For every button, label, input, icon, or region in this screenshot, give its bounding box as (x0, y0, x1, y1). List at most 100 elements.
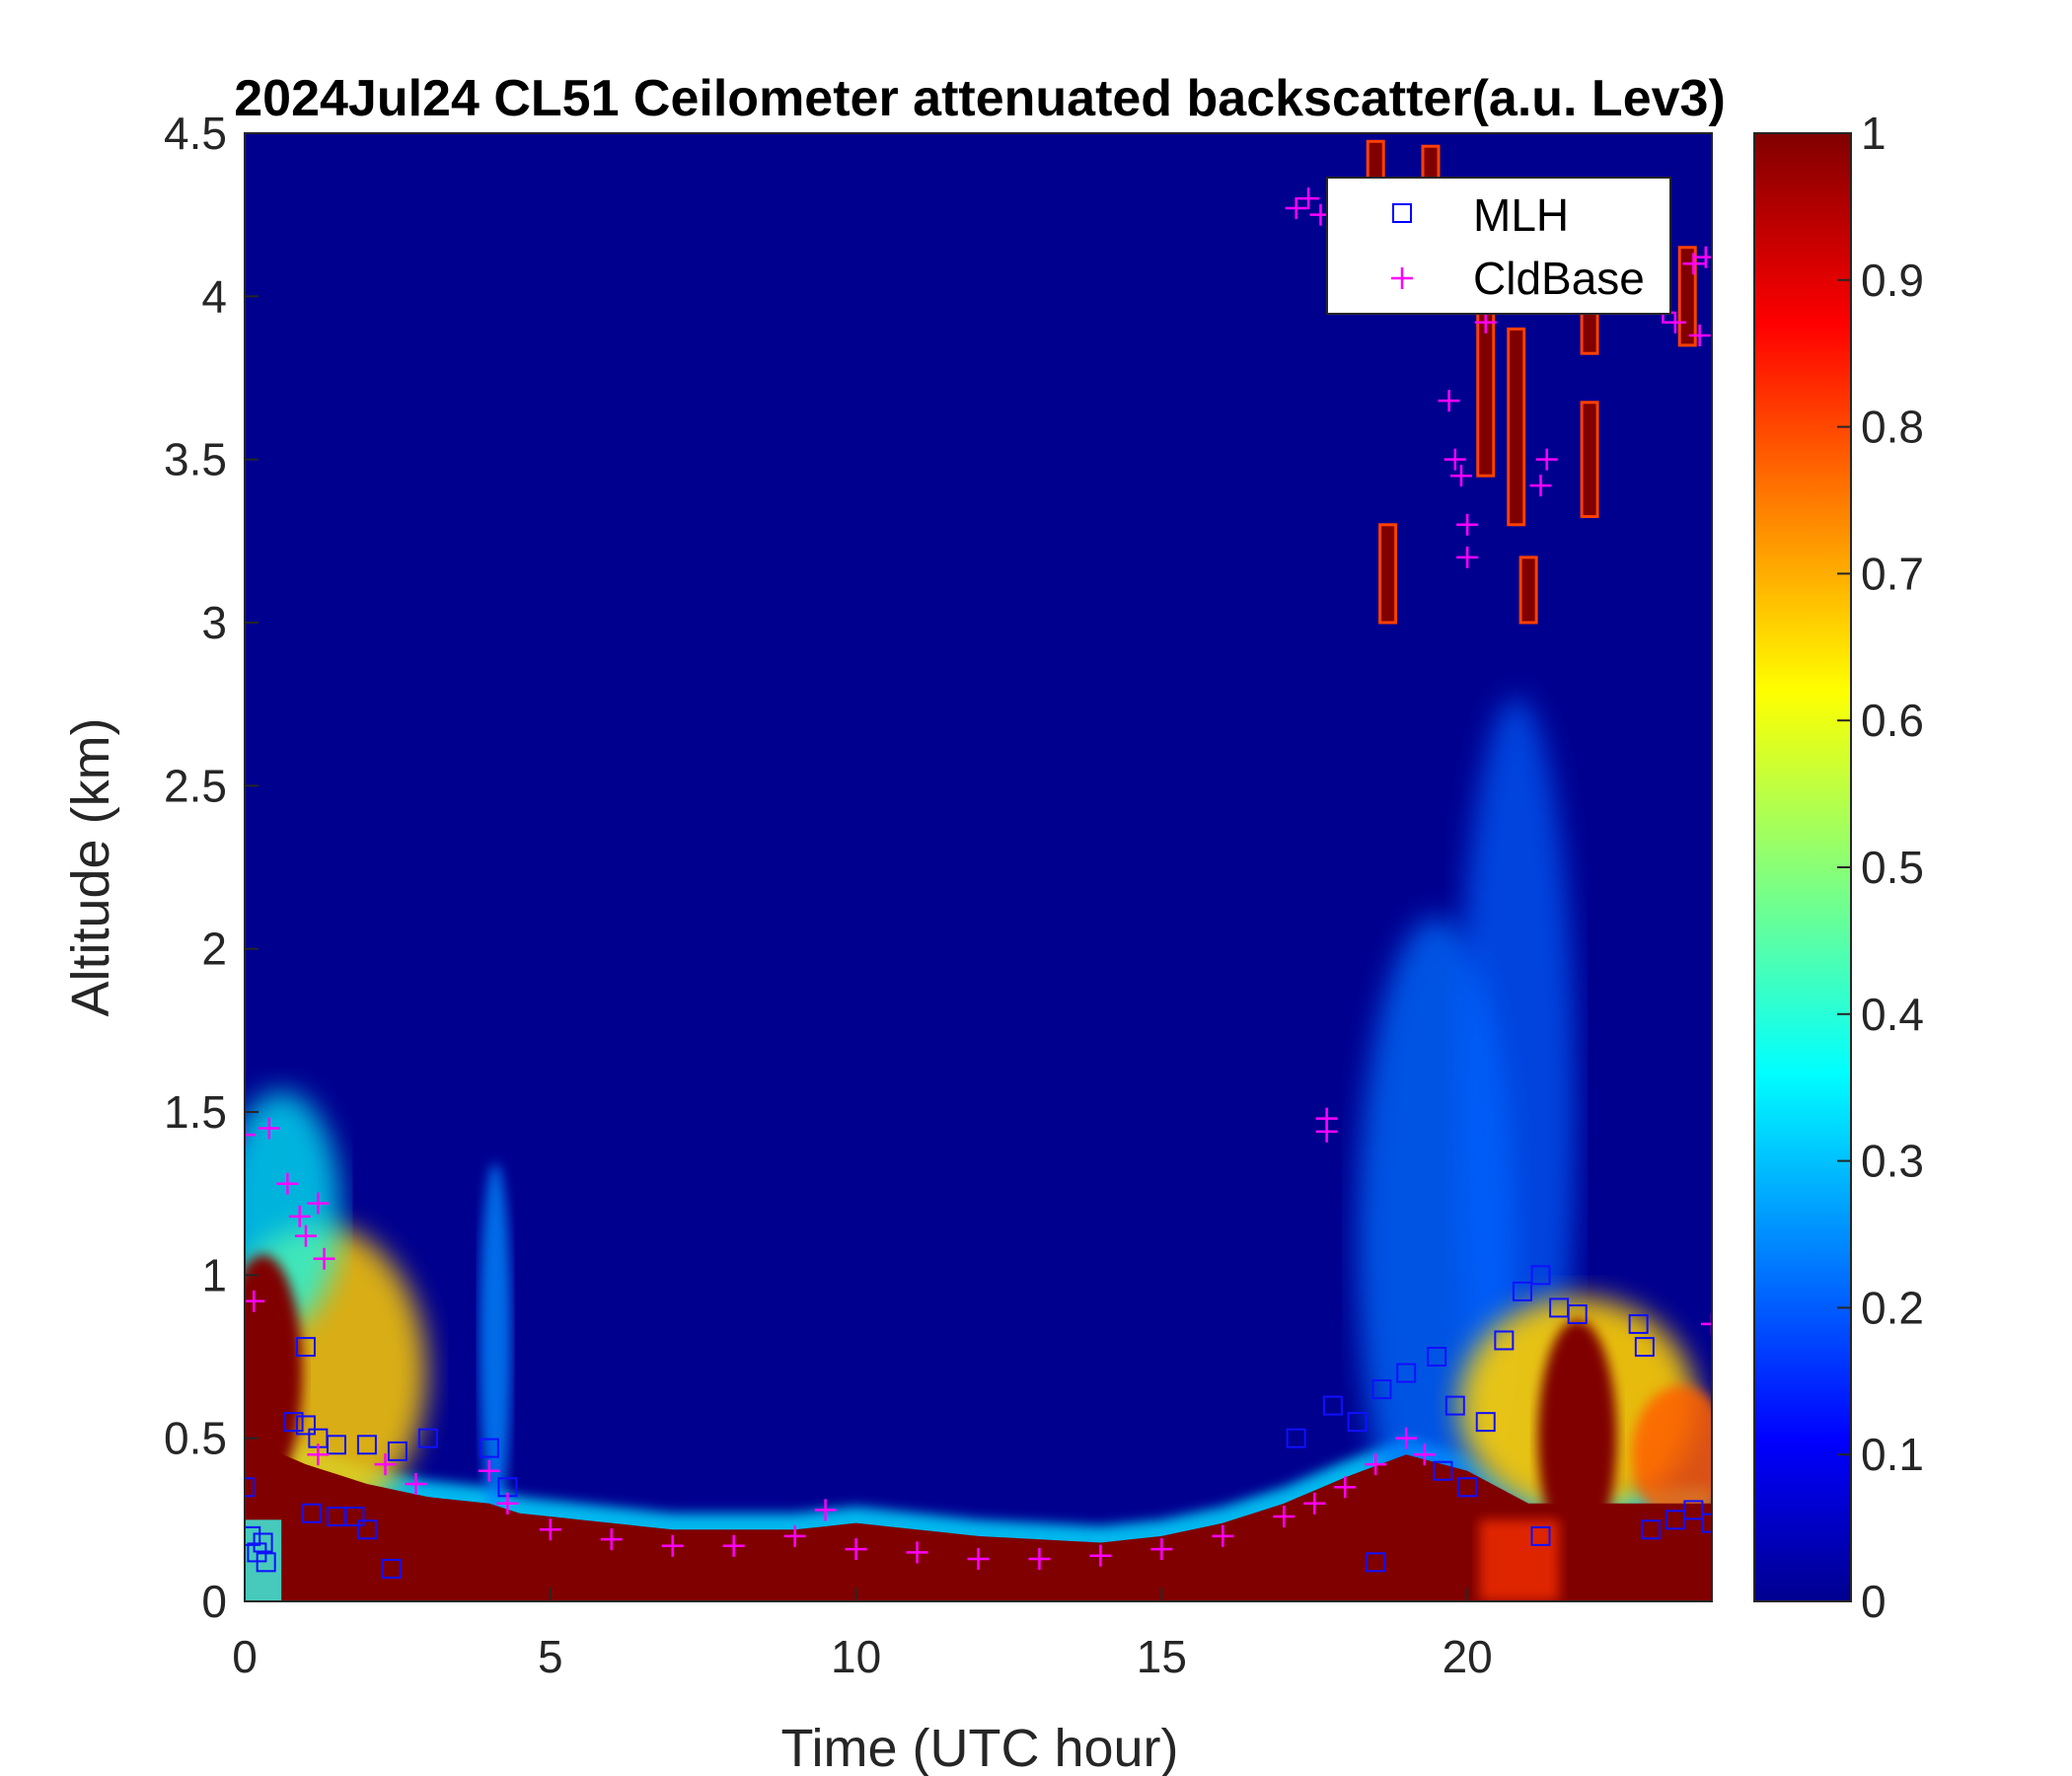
colorbar-tick-label: 0.4 (1861, 989, 1924, 1040)
x-tick-label: 20 (1443, 1631, 1493, 1682)
mlh-point (1530, 1265, 1551, 1286)
colorbar-tick-label: 1 (1861, 108, 1887, 159)
cldbase-point (1701, 1312, 1712, 1335)
cldbase-point (307, 1443, 330, 1466)
legend-box (1326, 177, 1671, 315)
cldbase-point (276, 1172, 299, 1195)
mlh-point (1286, 1428, 1306, 1448)
cldbase-point (1456, 513, 1479, 536)
mlh-point (1433, 1460, 1453, 1481)
mlh-point (1494, 1330, 1515, 1351)
mlh-point (1427, 1347, 1447, 1367)
cldbase-point (496, 1492, 519, 1515)
cloud-streak (1507, 327, 1526, 527)
cldbase-point (1150, 1538, 1173, 1561)
y-tick-label: 0 (201, 1576, 227, 1627)
y-tick-label: 3.5 (164, 434, 227, 485)
cldbase-point (374, 1453, 397, 1476)
cldbase-point (1365, 1453, 1387, 1476)
mlh-point (302, 1503, 323, 1523)
mlh-point (1683, 1500, 1704, 1520)
colorbar-tick-label: 0.5 (1861, 842, 1924, 893)
mlh-point (417, 1428, 438, 1448)
cldbase-point (814, 1499, 837, 1521)
cldbase-point (1285, 197, 1307, 220)
colorbar-tick-label: 0.7 (1861, 548, 1924, 599)
y-tick-label: 4 (201, 270, 227, 322)
near-surface-layer (1479, 1519, 1560, 1601)
mlh-point (1457, 1477, 1478, 1498)
colorbar-ticks: 0 0.1 0.2 0.3 0.4 0.5 0.6 0.7 0.8 0.9 1 (1837, 108, 1924, 1627)
cldbase-point (1303, 1492, 1326, 1515)
mlh-point (1347, 1412, 1368, 1433)
cldbase-point (906, 1541, 928, 1564)
cloud-streak (1518, 555, 1538, 625)
cldbase-point (1028, 1548, 1051, 1571)
y-tick-label: 1.5 (164, 1086, 227, 1138)
plot-frame (244, 132, 1713, 1602)
x-tick-label: 10 (831, 1631, 881, 1682)
cloud-streak (1677, 246, 1697, 347)
mlh-point (1475, 1412, 1496, 1433)
cldbase-point (661, 1534, 684, 1557)
colorbar-tick-label: 0 (1861, 1576, 1887, 1627)
cldbase-point (783, 1524, 806, 1547)
cldbase-point (845, 1538, 867, 1561)
mlh-point (479, 1438, 499, 1458)
mlh-point (1322, 1395, 1343, 1416)
cldbase-point (600, 1528, 623, 1551)
cldbase-point (967, 1548, 990, 1571)
mlh-point (1371, 1379, 1392, 1400)
cldbase-point (722, 1534, 745, 1557)
cldbase-point (1395, 1427, 1418, 1449)
cldbase-point (1413, 1443, 1436, 1466)
mlh-point (1396, 1363, 1417, 1383)
cldbase-point (294, 1224, 317, 1247)
colorbar-gradient (1753, 132, 1852, 1602)
cldbase-point (245, 1124, 256, 1147)
mlh-point (1530, 1525, 1551, 1546)
mlh-point (1366, 1552, 1386, 1573)
cldbase-point (288, 1205, 311, 1227)
heatmap-features (245, 139, 1712, 1601)
cldbase-point (1315, 1120, 1338, 1143)
x-axis: 0 5 10 15 20 (232, 1588, 1493, 1682)
evening-residual-layer (1632, 1385, 1712, 1524)
mlh-point (245, 1525, 261, 1546)
cldbase-point (258, 1117, 280, 1140)
colorbar: 0 0.1 0.2 0.3 0.4 0.5 0.6 0.7 0.8 0.9 1 (1753, 108, 1924, 1627)
cldbase-point (1449, 465, 1472, 487)
plot-area (245, 133, 1712, 1601)
cldbase-point (405, 1472, 427, 1495)
legend-cldbase-marker (1391, 267, 1413, 289)
colorbar-tick-label: 0.2 (1861, 1282, 1924, 1333)
mlh-point (1444, 1395, 1465, 1416)
cldbase-point (1474, 311, 1497, 333)
y-tick-label: 2.5 (164, 760, 227, 811)
chart-title: 2024Jul24 CL51 Ceilometer attenuated bac… (234, 70, 1726, 127)
mlh-point (295, 1415, 316, 1436)
mlh-point (356, 1519, 377, 1540)
cldbase-point (245, 1290, 265, 1312)
mlh-point (1512, 1281, 1532, 1301)
mlh-point (326, 1435, 346, 1455)
mlh-point (1634, 1337, 1655, 1358)
cldbase-point (1334, 1476, 1357, 1499)
y-tick-label: 0.5 (164, 1413, 227, 1464)
mlh-point (245, 1477, 255, 1498)
cldbase-point (478, 1459, 500, 1482)
mlh-point (1641, 1519, 1662, 1540)
cldbase-point (1688, 325, 1711, 347)
cloud-streak (1580, 401, 1599, 519)
cldbase-point (1535, 448, 1558, 471)
mlh-point (381, 1558, 402, 1579)
colorbar-tick-label: 0.6 (1861, 695, 1924, 746)
cldbase-point (1212, 1524, 1234, 1547)
y-tick-label: 2 (201, 924, 227, 975)
cldbase-point (1694, 246, 1712, 268)
x-tick-label: 15 (1137, 1631, 1187, 1682)
plume-column (480, 1162, 512, 1518)
cldbase-point (539, 1518, 561, 1541)
y-tick-label: 1 (201, 1249, 227, 1300)
